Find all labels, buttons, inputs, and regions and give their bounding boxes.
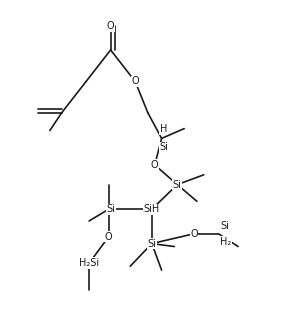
Text: Si: Si [221, 221, 229, 231]
Text: O: O [107, 21, 115, 32]
Text: Si: Si [160, 142, 168, 152]
Text: H: H [160, 124, 167, 135]
Text: H₂: H₂ [221, 237, 232, 247]
Text: O: O [190, 229, 198, 239]
Text: Si: Si [173, 180, 182, 189]
Text: O: O [131, 76, 139, 86]
Text: O: O [105, 232, 113, 242]
Text: H₂Si: H₂Si [79, 258, 99, 268]
Text: Si: Si [107, 204, 116, 214]
Text: Si: Si [147, 239, 156, 249]
Text: O: O [151, 160, 158, 170]
Text: SiH: SiH [144, 204, 160, 214]
